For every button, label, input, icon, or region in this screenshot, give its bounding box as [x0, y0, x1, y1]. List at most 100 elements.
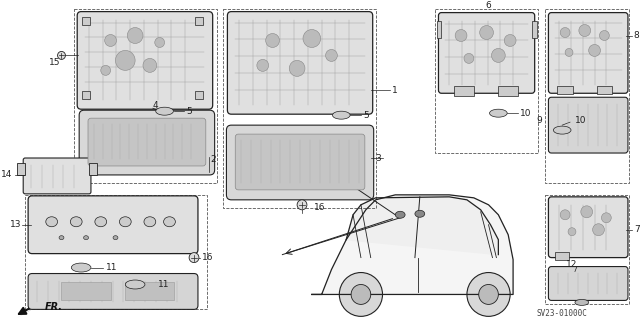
Bar: [125, 283, 174, 300]
Text: 2: 2: [211, 155, 216, 165]
Text: 5: 5: [363, 111, 369, 120]
FancyBboxPatch shape: [88, 118, 206, 166]
Bar: [545, 195, 629, 304]
Circle shape: [297, 200, 307, 210]
Bar: [89, 163, 97, 175]
Bar: [596, 86, 612, 94]
Circle shape: [339, 272, 383, 316]
Circle shape: [455, 30, 467, 41]
Text: 6: 6: [486, 1, 492, 10]
Bar: [61, 283, 111, 300]
Bar: [532, 20, 537, 39]
FancyBboxPatch shape: [28, 196, 198, 254]
Circle shape: [593, 224, 604, 236]
Text: 3: 3: [376, 153, 381, 162]
FancyBboxPatch shape: [548, 197, 628, 258]
Circle shape: [143, 58, 157, 72]
Circle shape: [289, 60, 305, 76]
Text: 16: 16: [202, 253, 213, 262]
Circle shape: [480, 26, 493, 40]
FancyBboxPatch shape: [77, 11, 212, 109]
Ellipse shape: [554, 126, 571, 134]
Bar: [454, 86, 474, 96]
Text: 11: 11: [106, 263, 117, 272]
Bar: [82, 17, 90, 25]
FancyBboxPatch shape: [548, 13, 628, 93]
FancyBboxPatch shape: [23, 158, 91, 194]
Text: 11: 11: [157, 280, 169, 289]
FancyBboxPatch shape: [227, 125, 374, 200]
Circle shape: [303, 30, 321, 48]
Ellipse shape: [71, 263, 91, 272]
Circle shape: [568, 228, 576, 236]
Ellipse shape: [59, 236, 64, 240]
Circle shape: [326, 49, 337, 61]
Text: SV23-01000C: SV23-01000C: [537, 309, 588, 318]
Polygon shape: [346, 197, 499, 255]
Circle shape: [351, 285, 371, 304]
Bar: [195, 91, 203, 99]
Circle shape: [467, 272, 510, 316]
FancyBboxPatch shape: [79, 110, 214, 175]
Text: 4: 4: [153, 101, 159, 110]
Ellipse shape: [125, 280, 145, 289]
Bar: [435, 9, 538, 153]
Text: 7: 7: [634, 225, 639, 234]
Ellipse shape: [113, 236, 118, 240]
Bar: [74, 9, 216, 183]
Circle shape: [266, 33, 280, 48]
Circle shape: [589, 44, 600, 56]
Text: 5: 5: [186, 107, 192, 116]
Bar: [195, 17, 203, 25]
FancyBboxPatch shape: [28, 273, 198, 309]
Circle shape: [504, 34, 516, 47]
FancyBboxPatch shape: [548, 97, 628, 153]
Text: 15: 15: [49, 58, 60, 67]
FancyBboxPatch shape: [548, 267, 628, 300]
Circle shape: [560, 210, 570, 220]
Ellipse shape: [164, 217, 175, 227]
Ellipse shape: [490, 109, 507, 117]
Circle shape: [581, 206, 593, 218]
Circle shape: [560, 27, 570, 38]
Circle shape: [565, 48, 573, 56]
Text: 13: 13: [10, 220, 21, 229]
Ellipse shape: [46, 217, 58, 227]
Circle shape: [257, 59, 269, 71]
FancyBboxPatch shape: [227, 11, 372, 114]
Ellipse shape: [120, 217, 131, 227]
Bar: [82, 91, 90, 99]
Ellipse shape: [70, 217, 82, 227]
FancyBboxPatch shape: [236, 134, 365, 190]
Bar: [556, 252, 569, 260]
FancyBboxPatch shape: [438, 13, 534, 93]
Bar: [499, 86, 518, 96]
Text: 10: 10: [575, 116, 586, 125]
Circle shape: [189, 253, 199, 263]
Bar: [25, 195, 207, 309]
Ellipse shape: [84, 236, 88, 240]
Circle shape: [602, 213, 611, 223]
Text: 1: 1: [392, 86, 398, 95]
Text: 12: 12: [566, 260, 578, 269]
Circle shape: [105, 34, 116, 47]
Ellipse shape: [396, 211, 405, 218]
Ellipse shape: [415, 210, 425, 217]
Circle shape: [579, 25, 591, 36]
Text: 9: 9: [537, 116, 543, 125]
Bar: [223, 9, 376, 208]
Text: 8: 8: [634, 31, 639, 40]
Circle shape: [492, 48, 505, 63]
Ellipse shape: [156, 107, 173, 115]
Circle shape: [127, 27, 143, 43]
Ellipse shape: [575, 300, 589, 305]
Bar: [545, 9, 629, 183]
Text: 10: 10: [520, 109, 531, 118]
Circle shape: [115, 50, 135, 70]
Text: 14: 14: [1, 170, 12, 179]
Bar: [557, 86, 573, 94]
Bar: [436, 20, 442, 39]
Circle shape: [58, 51, 65, 59]
Circle shape: [155, 38, 164, 48]
Ellipse shape: [95, 217, 107, 227]
